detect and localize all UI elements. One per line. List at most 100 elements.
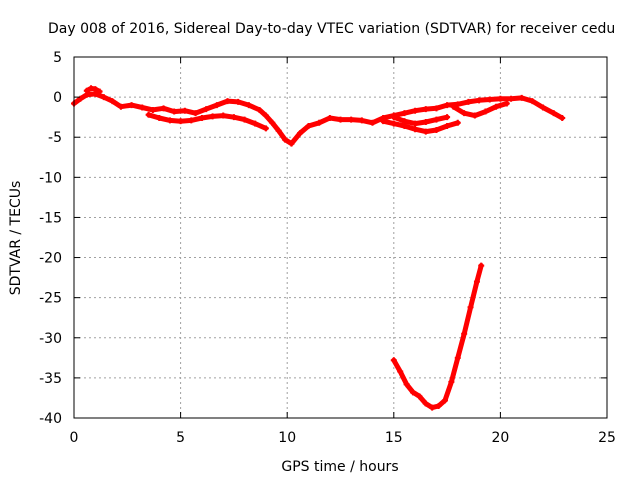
data-point (181, 107, 188, 114)
data-point (316, 119, 323, 126)
series-main-band (71, 90, 566, 147)
data-point (390, 357, 397, 364)
data-point (444, 114, 451, 121)
data-point (288, 140, 295, 147)
data-point (156, 114, 163, 121)
data-point (209, 113, 216, 120)
y-tick-label: -25 (39, 291, 62, 307)
data-point (550, 110, 557, 117)
data-point (224, 98, 231, 105)
data-point (508, 95, 515, 102)
data-point (397, 368, 404, 375)
data-point (117, 103, 124, 110)
series-lower-arc-1 (145, 111, 269, 132)
data-point (390, 120, 397, 127)
data-point (149, 106, 156, 113)
x-tick-label: 15 (385, 430, 403, 446)
data-point (203, 106, 210, 113)
data-point (493, 103, 500, 110)
data-point (441, 397, 448, 404)
data-point (348, 116, 355, 123)
data-point (422, 118, 429, 125)
data-point (326, 114, 333, 121)
data-point (486, 96, 493, 103)
data-point (409, 389, 416, 396)
data-point (100, 94, 107, 101)
series-bump (83, 85, 103, 95)
data-point (358, 117, 365, 124)
data-point (471, 112, 478, 119)
data-point (160, 105, 167, 112)
data-point (177, 118, 184, 125)
x-tick-label: 10 (278, 430, 296, 446)
data-point (454, 101, 461, 108)
data-point (467, 304, 474, 311)
data-point (529, 98, 536, 105)
data-point (369, 119, 376, 126)
series-lower-arc-4 (450, 100, 510, 119)
data-point (503, 100, 510, 107)
data-series (71, 85, 566, 411)
data-point (433, 105, 440, 112)
data-point (454, 119, 461, 126)
data-point (139, 104, 146, 111)
data-point (380, 118, 387, 125)
data-point (166, 117, 173, 124)
y-tick-label: -40 (39, 411, 62, 427)
data-point (433, 127, 440, 134)
y-tick-label: -5 (48, 130, 62, 146)
data-point (171, 108, 178, 115)
data-point (422, 400, 429, 407)
data-point (412, 107, 419, 114)
data-point (433, 116, 440, 123)
data-point (448, 378, 455, 385)
x-tick-label: 5 (176, 430, 185, 446)
x-tick-label: 0 (70, 430, 79, 446)
data-point (337, 116, 344, 123)
data-point (412, 126, 419, 133)
data-point (305, 122, 312, 129)
series-lower-arc-2 (380, 118, 461, 135)
y-tick-label: -20 (39, 251, 62, 267)
chart-title: Day 008 of 2016, Sidereal Day-to-day VTE… (48, 21, 615, 37)
data-point (296, 130, 303, 137)
data-point (269, 119, 276, 126)
data-point (252, 120, 259, 127)
data-point (422, 106, 429, 113)
data-point (401, 110, 408, 117)
data-point (416, 393, 423, 400)
series-lower-arc-3 (390, 114, 451, 127)
data-point (478, 262, 485, 269)
data-point (77, 95, 84, 102)
data-point (401, 118, 408, 125)
data-point (559, 114, 566, 121)
y-tick-label: 0 (53, 90, 62, 106)
data-point (245, 102, 252, 109)
data-point (262, 125, 269, 132)
data-point (422, 128, 429, 135)
data-point (444, 122, 451, 129)
data-point (390, 114, 397, 121)
data-point (450, 103, 457, 110)
data-point (518, 94, 525, 101)
data-point (92, 86, 99, 93)
data-point (482, 108, 489, 115)
data-point (473, 278, 480, 285)
y-tick-label: -35 (39, 371, 62, 387)
data-point (435, 402, 442, 409)
data-point (476, 97, 483, 104)
data-point (83, 87, 90, 94)
data-point (444, 102, 451, 109)
data-point (275, 127, 282, 134)
data-point (241, 116, 248, 123)
x-axis-label: GPS time / hours (281, 459, 398, 475)
data-point (412, 120, 419, 127)
y-axis-label: SDTVAR / TECUs (8, 181, 24, 296)
series-deep-dip (390, 262, 485, 411)
data-point (429, 404, 436, 411)
data-point (497, 95, 504, 102)
data-point (128, 102, 135, 109)
data-point (213, 102, 220, 109)
data-point (465, 98, 472, 105)
axis-ticks: 0 5 10 15 20 25 5 0 -5 -10 -15 -20 -25 -30 -35 -40 (39, 50, 616, 446)
